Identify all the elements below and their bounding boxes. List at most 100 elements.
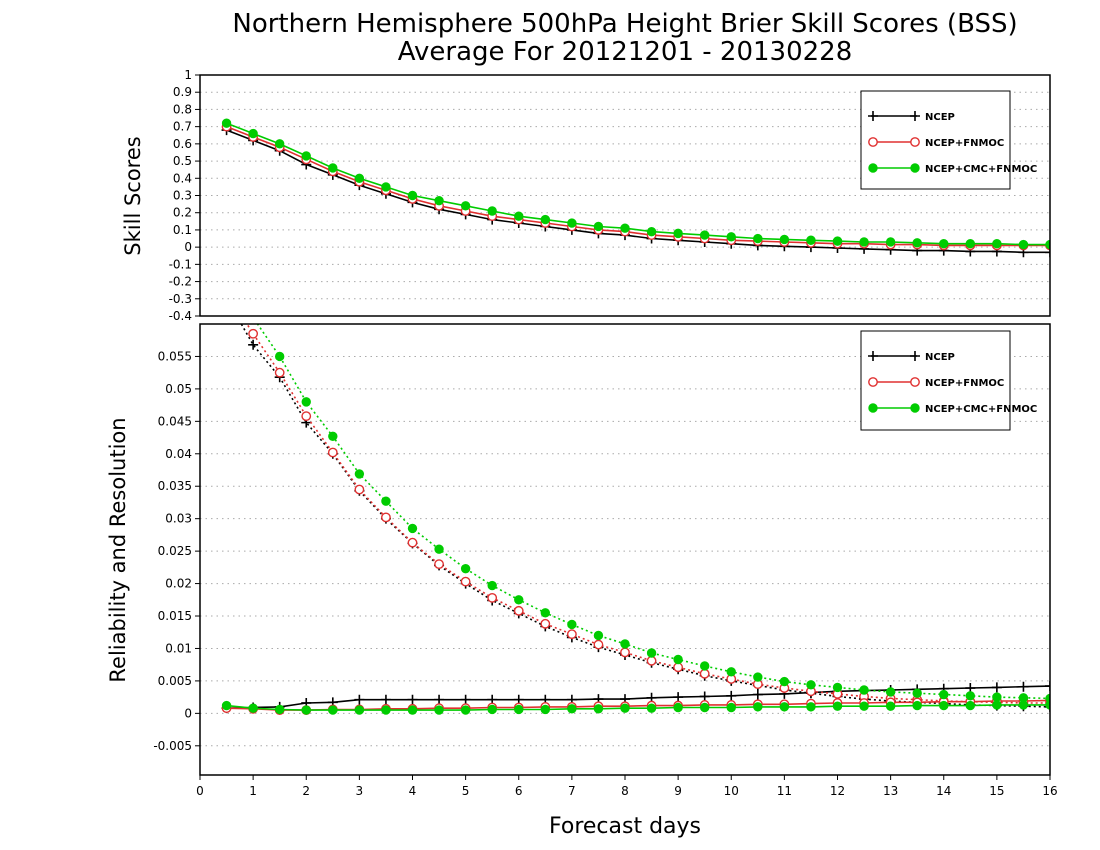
x-tick-label: 0 [196, 784, 204, 798]
data-point [939, 239, 949, 249]
data-point [779, 676, 790, 687]
y-tick-label: 0 [184, 706, 192, 720]
x-tick-label: 5 [462, 784, 470, 798]
data-point [487, 592, 498, 603]
data-point [1045, 247, 1050, 258]
data-point [222, 287, 230, 295]
x-tick-label: 15 [989, 784, 1004, 798]
data-point [407, 694, 418, 705]
data-point [726, 690, 737, 701]
data-point [646, 703, 657, 713]
x-axis-label: Forecast days [549, 814, 701, 839]
data-point [460, 201, 471, 211]
x-tick-label: 7 [568, 784, 576, 798]
data-point [301, 151, 311, 161]
legend-marker [868, 163, 878, 173]
data-point [540, 704, 551, 715]
data-point [514, 595, 524, 605]
data-point [1045, 681, 1050, 692]
data-point [859, 237, 869, 247]
data-point [354, 173, 365, 183]
data-point [1045, 239, 1050, 250]
y-tick-label: 0.02 [165, 577, 192, 591]
data-point [806, 702, 816, 712]
data-point [673, 662, 684, 673]
data-point [248, 328, 259, 339]
data-point [699, 691, 710, 702]
data-point [620, 647, 630, 658]
data-point [593, 221, 604, 232]
x-tick-label: 2 [302, 784, 310, 798]
x-tick-label: 4 [409, 784, 417, 798]
y-tick-label: 0.1 [173, 223, 192, 237]
series-ncep-reliability [221, 681, 1050, 714]
data-point [1018, 239, 1029, 250]
y-tick-label: 0 [184, 240, 192, 254]
data-point [434, 195, 444, 206]
data-point [912, 700, 922, 711]
data-point [327, 447, 338, 458]
data-point [726, 667, 736, 677]
legend-marker [868, 403, 878, 413]
y-tick-label: 0.01 [165, 641, 192, 655]
data-point [434, 544, 444, 554]
data-point [274, 704, 285, 715]
data-point [646, 655, 657, 666]
series-ncep-cmc-fnmoc-resolution [249, 313, 1050, 704]
data-point [381, 182, 391, 192]
data-point [460, 694, 471, 705]
x-tick-label: 13 [883, 784, 898, 798]
skill-scores-grid [200, 91, 1050, 300]
data-point [249, 313, 257, 321]
legend-box [860, 90, 1011, 190]
y-tick-label: 0.04 [165, 447, 192, 461]
data-point [673, 228, 683, 239]
data-point [381, 496, 391, 506]
y-tick-label: 0.4 [173, 171, 192, 185]
y-tick-label: -0.4 [169, 309, 192, 323]
data-point [832, 682, 843, 693]
skill-scores-y-ticks: -0.4 -0.3 -0.2 -0.1 0 0.1 0.2 0.3 0.4 0.5 0.6 0.7 0.… [169, 68, 200, 323]
data-point [620, 223, 630, 233]
data-point [593, 630, 604, 641]
data-point [912, 688, 922, 698]
chart-subtitle: Average For 20121201 - 20130228 [398, 37, 853, 67]
data-point [567, 704, 577, 714]
data-point [301, 411, 312, 422]
data-point [699, 661, 710, 671]
y-tick-label: 0.9 [173, 85, 192, 99]
data-point [885, 701, 896, 711]
data-point [593, 639, 604, 650]
data-point [514, 211, 524, 221]
y-tick-label: 0.055 [158, 349, 192, 363]
data-point [726, 232, 736, 242]
legend-marker [910, 163, 920, 173]
y-tick-label: 0.7 [173, 120, 192, 134]
y-tick-label: 0.045 [158, 414, 192, 428]
skill-scores-series [221, 118, 1050, 258]
data-point [567, 218, 577, 228]
data-point [1045, 700, 1050, 710]
data-point [726, 702, 736, 713]
x-tick-label: 9 [674, 784, 682, 798]
legend-marker [910, 377, 920, 387]
legend-marker [868, 137, 878, 147]
data-point [514, 704, 524, 715]
data-point [487, 704, 497, 715]
data-point [354, 705, 365, 715]
series-line [240, 324, 1050, 708]
data-point [354, 469, 365, 479]
x-tick-label: 12 [830, 784, 845, 798]
data-point [221, 700, 232, 711]
legend-marker [868, 377, 878, 387]
data-point [673, 654, 683, 665]
x-tick-label: 11 [777, 784, 792, 798]
data-point [965, 691, 976, 701]
data-point [434, 559, 444, 570]
y-tick-label: -0.3 [169, 292, 192, 306]
data-point [1018, 700, 1029, 710]
y-tick-label: 0.8 [173, 102, 192, 116]
data-point [354, 694, 365, 705]
data-point [381, 705, 391, 715]
data-point [673, 692, 684, 703]
